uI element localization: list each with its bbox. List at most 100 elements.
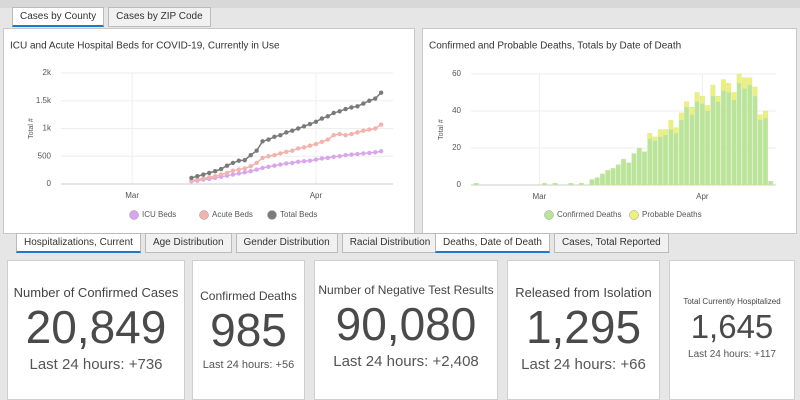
point [254,148,259,153]
point [248,152,253,158]
point [301,145,307,150]
point [378,90,384,95]
bar-segment [689,114,695,186]
point [307,158,313,163]
bar-segment [763,118,768,186]
tab[interactable]: Deaths, Date of Death [435,233,550,253]
legend-swatch [267,210,277,220]
stat-label: Total Currently Hospitalized [683,297,781,306]
bar-segment [552,182,558,186]
bar-segment [589,179,595,186]
point [361,128,366,133]
point [331,110,336,116]
point [236,158,242,163]
point [343,152,348,158]
point [272,163,277,168]
bar-segment [647,132,653,139]
bar-segment [726,83,732,93]
bar-segment [636,147,642,186]
point [189,175,194,181]
y-tick-label: 2k [43,68,52,77]
point [361,151,366,156]
bar-segment [720,90,726,186]
bar-segment [652,140,658,186]
point [325,114,330,119]
tab[interactable]: Cases by ZIP Code [108,7,211,27]
tab[interactable]: Racial Distribution [341,233,439,253]
tab[interactable]: Gender Distribution [235,233,338,253]
point [307,121,313,127]
point [195,174,200,179]
bar-segment [663,129,669,136]
right-tabs: Deaths, Date of Death Cases, Total Report… [435,233,669,253]
point [295,146,301,151]
tab[interactable]: Age Distribution [144,233,232,253]
stat-card: Released from Isolation 1,295 Last 24 hour… [507,260,660,400]
point [355,130,360,135]
point [355,104,360,109]
bar-segment [747,77,753,86]
y-tick-label: 60 [452,69,461,78]
bar-segment [710,95,716,186]
point [242,166,247,171]
y-axis-label: Total # [438,119,445,140]
point [278,132,283,138]
y-axis-label: Total # [28,118,35,139]
point [284,130,289,135]
bar-segment [657,129,663,138]
bar-segment [752,95,758,186]
legend-swatch [199,210,209,220]
stat-card: Number of Negative Test Results 90,080 Las… [314,260,498,400]
left-tabs: Hospitalizations, Current Age Distributio… [16,233,439,253]
point [290,148,295,153]
point [224,163,230,168]
point [378,149,384,154]
tab[interactable]: Hospitalizations, Current [16,233,141,253]
chart-title: ICU and Acute Hospital Beds for COVID-19… [10,41,280,52]
bar-segment [626,162,632,186]
x-tick-label: Apr [696,192,709,201]
point [201,176,206,181]
bar-segment [610,168,616,186]
point [230,160,236,166]
hospital-panel: ICU and Acute Hospital Beds for COVID-19… [3,28,415,234]
bar-segment [600,173,605,186]
point [367,150,372,156]
point [343,106,348,112]
bar-segment [768,181,774,186]
top-tabs: Cases by County Cases by ZIP Code [12,7,211,27]
bar-segment [647,138,653,186]
tab[interactable]: Cases by County [12,7,105,27]
stat-change: Last 24 hours: +56 [202,359,295,371]
tab[interactable]: Cases, Total Reported [553,233,669,253]
bar-segment [720,79,726,91]
bar-segment [657,136,663,186]
top-strip [0,0,800,8]
bar-segment [731,92,737,101]
stat-value: 1,295 [525,301,642,353]
point [290,128,295,133]
legend-label: ICU Beds [142,210,176,219]
point [230,172,236,177]
bar-segment [673,127,679,134]
point [272,152,277,158]
point [295,126,301,131]
point [242,170,247,175]
y-tick-label: 0 [47,179,52,188]
bar-segment [578,182,584,186]
point [266,154,271,159]
bar-segment [757,114,763,121]
point [218,166,224,172]
point [349,131,354,137]
point [212,169,218,174]
y-tick-label: 0 [457,180,462,189]
bar-segment [568,182,574,186]
point [331,154,336,160]
point [260,165,265,171]
point [266,137,271,142]
legend-label: Confirmed Deaths [557,210,621,219]
bar-segment [668,129,674,186]
bar-segment [726,92,732,186]
chart-title: Confirmed and Probable Deaths, Totals by… [429,41,681,52]
deaths-panel: Confirmed and Probable Deaths, Totals by… [422,28,797,234]
